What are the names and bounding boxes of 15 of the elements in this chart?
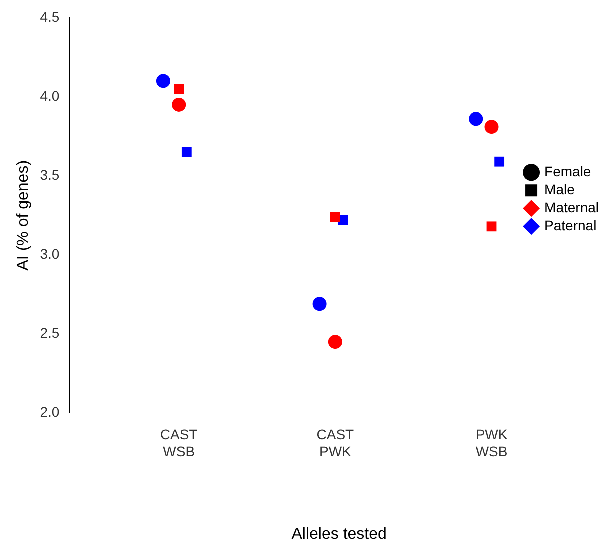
- legend-label: Female: [544, 163, 592, 180]
- y-tick-label: 3.5: [40, 166, 60, 183]
- legend-label: Male: [544, 181, 576, 198]
- x-tick-label: CAST WSB: [160, 426, 198, 460]
- x-tick-label: CAST PWK: [316, 426, 355, 460]
- legend-label: Maternal: [544, 199, 599, 216]
- x-axis-title: Alleles tested: [292, 526, 387, 543]
- x-tick-label: PWK WSB: [476, 426, 508, 460]
- y-tick-label: 3.0: [40, 246, 60, 262]
- y-axis-title: AI (% of genes): [15, 160, 32, 271]
- y-tick-label: 4.5: [40, 8, 60, 25]
- y-tick-label: 4.0: [40, 88, 60, 104]
- y-tick-label: 2.0: [40, 404, 60, 420]
- y-tick-label: 2.5: [40, 325, 60, 342]
- legend-label: Paternal: [544, 217, 597, 234]
